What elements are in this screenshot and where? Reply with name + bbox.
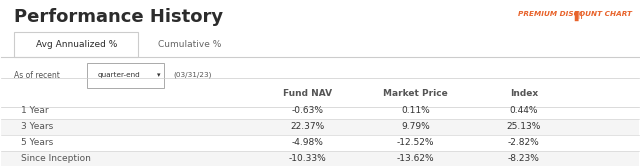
Text: Since Inception: Since Inception <box>20 154 90 163</box>
Text: PREMIUM DISCOUNT CHART: PREMIUM DISCOUNT CHART <box>518 11 632 17</box>
Text: -4.98%: -4.98% <box>291 138 323 147</box>
Text: 9.79%: 9.79% <box>401 122 430 131</box>
Text: Cumulative %: Cumulative % <box>157 40 221 49</box>
Text: 5 Years: 5 Years <box>20 138 52 147</box>
Text: -0.63%: -0.63% <box>291 106 323 115</box>
FancyBboxPatch shape <box>1 135 639 151</box>
Text: -10.33%: -10.33% <box>289 154 326 163</box>
Text: Index: Index <box>510 89 538 98</box>
FancyBboxPatch shape <box>14 32 138 57</box>
Text: -12.52%: -12.52% <box>397 138 435 147</box>
Text: Fund NAV: Fund NAV <box>283 89 332 98</box>
FancyBboxPatch shape <box>88 63 164 88</box>
Text: ▐ll: ▐ll <box>570 11 584 21</box>
Text: quarter-end: quarter-end <box>98 72 141 78</box>
Text: As of recent: As of recent <box>14 71 60 80</box>
Text: Performance History: Performance History <box>14 8 223 26</box>
Text: 25.13%: 25.13% <box>507 122 541 131</box>
Text: Market Price: Market Price <box>383 89 448 98</box>
Text: Avg Annualized %: Avg Annualized % <box>36 40 117 49</box>
Text: -2.82%: -2.82% <box>508 138 540 147</box>
Text: 22.37%: 22.37% <box>290 122 324 131</box>
Text: 3 Years: 3 Years <box>20 122 52 131</box>
Text: 1 Year: 1 Year <box>20 106 48 115</box>
FancyBboxPatch shape <box>1 119 639 135</box>
Text: -13.62%: -13.62% <box>397 154 435 163</box>
FancyBboxPatch shape <box>1 151 639 166</box>
Text: (03/31/23): (03/31/23) <box>173 72 212 79</box>
Text: ▾: ▾ <box>157 72 161 78</box>
FancyBboxPatch shape <box>1 103 639 119</box>
Text: -8.23%: -8.23% <box>508 154 540 163</box>
Text: 0.44%: 0.44% <box>509 106 538 115</box>
Text: 0.11%: 0.11% <box>401 106 430 115</box>
